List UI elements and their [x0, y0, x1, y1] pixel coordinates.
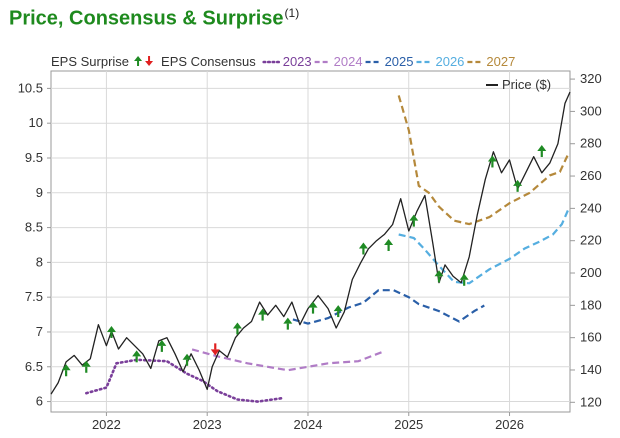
price-tick-label: 140 — [580, 362, 602, 377]
surprise-arrow-up-19 — [513, 179, 523, 192]
eps-tick-label: 7.5 — [25, 289, 43, 304]
chart-title: Price, Consensus & Surprise(1) — [9, 6, 299, 31]
price-tick-label: 280 — [580, 136, 602, 151]
title-footnote: (1) — [284, 6, 300, 20]
legend-down-arrow-icon — [145, 56, 154, 66]
consensus-line-2023 — [85, 358, 285, 403]
eps-tick-label: 6 — [36, 394, 43, 409]
x-tick-label: 2025 — [394, 417, 423, 432]
surprise-arrow-up-17 — [459, 273, 469, 286]
surprise-arrow-up-18 — [487, 155, 497, 168]
eps-tick-label: 10.5 — [18, 80, 43, 95]
legend-series-2023: 2023 — [283, 54, 312, 69]
surprise-arrow-up-1 — [61, 364, 71, 377]
price-tick-label: 240 — [580, 200, 602, 215]
legend-up-arrow-icon — [134, 56, 143, 66]
price-legend-label: Price ($) — [502, 77, 551, 92]
consensus-line-2027 — [397, 95, 569, 226]
surprise-arrow-up-14 — [384, 238, 394, 251]
price-tick-label: 160 — [580, 330, 602, 345]
surprise-arrows — [61, 145, 547, 377]
price-tick-label: 300 — [580, 103, 602, 118]
surprise-arrow-up-20 — [537, 145, 547, 158]
legend-series-2026: 2026 — [435, 54, 464, 69]
legend-series-2024: 2024 — [334, 54, 363, 69]
eps-tick-label: 6.5 — [25, 359, 43, 374]
surprise-arrow-up-8 — [232, 322, 242, 335]
surprise-arrow-up-5 — [157, 339, 167, 352]
price-legend: Price ($) — [486, 77, 551, 92]
consensus-line-2024 — [191, 348, 384, 372]
legend-eps-consensus-label: EPS Consensus — [161, 54, 256, 69]
x-axis: 2022 2023 2024 2025 2026 — [92, 412, 524, 432]
surprise-arrow-up-3 — [106, 325, 116, 338]
price-tick-label: 320 — [580, 71, 602, 86]
consensus-lines — [85, 95, 570, 403]
price-tick-label: 200 — [580, 265, 602, 280]
consensus-line-2026 — [398, 209, 570, 285]
consensus-line-2025 — [292, 289, 485, 325]
legend: EPS Surprise EPS Consensus 2023 2024 2025 202… — [51, 54, 515, 69]
surprise-arrow-down-7 — [210, 343, 220, 356]
chart-title-text: Price, Consensus & Surprise — [9, 7, 284, 30]
eps-tick-label: 9 — [36, 185, 43, 200]
eps-tick-label: 10 — [29, 115, 43, 130]
x-tick-label: 2026 — [495, 417, 524, 432]
surprise-arrow-up-16 — [434, 270, 444, 283]
price-tick-label: 220 — [580, 233, 602, 248]
legend-eps-surprise-label: EPS Surprise — [51, 54, 129, 69]
eps-tick-label: 7 — [36, 324, 43, 339]
surprise-arrow-up-10 — [283, 317, 293, 330]
surprise-arrow-up-9 — [258, 308, 268, 321]
x-tick-label: 2022 — [92, 417, 121, 432]
surprise-arrow-up-6 — [182, 353, 192, 366]
surprise-arrow-up-4 — [132, 350, 142, 363]
plot-frame — [50, 70, 571, 413]
price-tick-label: 120 — [580, 394, 602, 409]
eps-tick-label: 8.5 — [25, 220, 43, 235]
x-tick-label: 2024 — [294, 417, 323, 432]
surprise-arrow-up-12 — [333, 305, 343, 318]
price-axis: 120 140 160 180 200 220 240 260 280 300 320 — [570, 71, 602, 409]
price-tick-label: 260 — [580, 168, 602, 183]
price-tick-label: 180 — [580, 297, 602, 312]
legend-series-2025: 2025 — [385, 54, 414, 69]
x-tick-label: 2023 — [193, 417, 222, 432]
grid — [51, 71, 570, 412]
eps-axis: 6 6.5 7 7.5 8 8.5 9 9.5 10 10.5 — [18, 80, 51, 409]
surprise-arrow-up-2 — [81, 360, 91, 373]
eps-tick-label: 9.5 — [25, 150, 43, 165]
price-line-path — [50, 91, 571, 395]
surprise-arrow-up-13 — [358, 242, 368, 255]
legend-series-2027: 2027 — [486, 54, 515, 69]
eps-tick-label: 8 — [36, 254, 43, 269]
price-line — [50, 91, 571, 395]
surprise-arrow-up-11 — [308, 301, 318, 314]
surprise-arrow-up-15 — [409, 214, 419, 227]
